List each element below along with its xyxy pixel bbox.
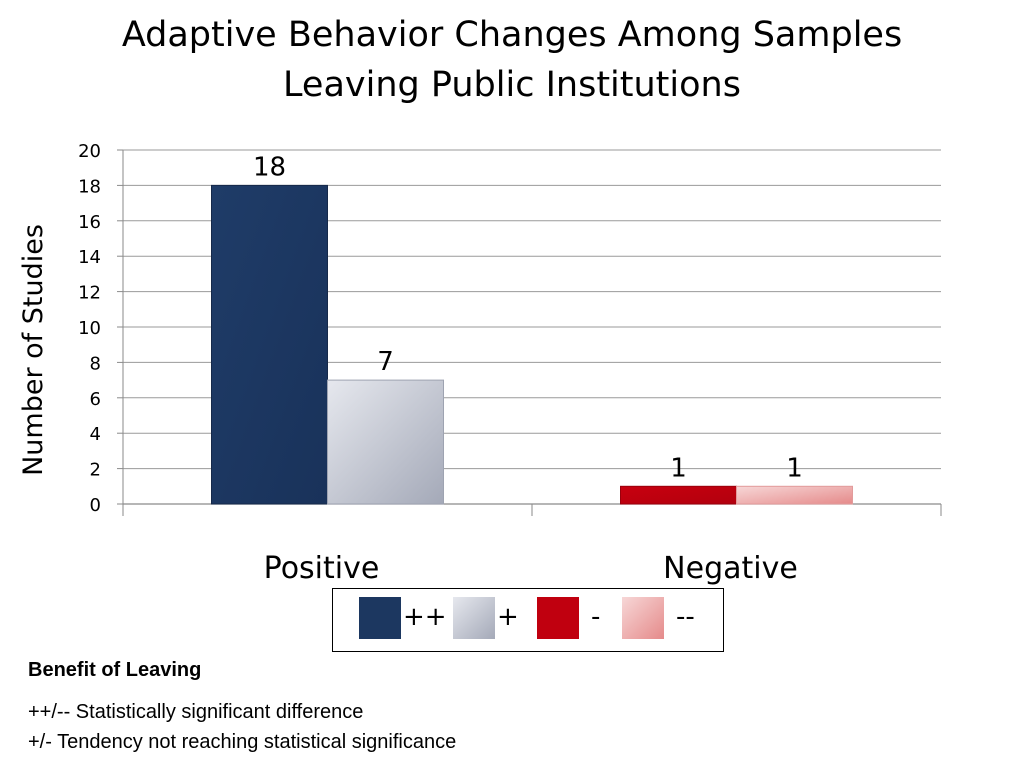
y-tick-label: 2 (90, 460, 101, 481)
legend-label-minusminus: -- (676, 602, 695, 632)
chart-title-line-1: Adaptive Behavior Changes Among Samples (121, 15, 903, 55)
x-category-label: Positive (264, 551, 380, 586)
y-tick-label: 20 (78, 141, 101, 162)
data-label: 18 (253, 152, 286, 182)
labels: 0 2 4 6 8 10 12 14 16 18 20 Positive Negative 18 7 1 1 Nu… (18, 141, 803, 586)
bar-plusplus (211, 184, 328, 505)
legend-swatch-plusplus (359, 597, 401, 639)
y-tick-label: 4 (90, 424, 101, 445)
bar-minusminus (736, 485, 853, 505)
legend: ++ + - -- (332, 588, 724, 652)
legend-swatch-plus (453, 597, 495, 639)
x-category-label: Negative (663, 551, 798, 586)
legend-label-plus: + (497, 602, 519, 632)
y-tick-label: 10 (78, 318, 101, 339)
y-axis-title: Number of Studies (18, 224, 49, 476)
notes: Benefit of Leaving ++/-- Statistically s… (28, 657, 456, 757)
notes-line-2: +/- Tendency not reaching statistical si… (28, 731, 457, 753)
data-label: 1 (786, 453, 803, 483)
bars (211, 184, 853, 505)
legend-label-plusplus: ++ (403, 602, 447, 632)
chart-title: Adaptive Behavior Changes Among Samples … (60, 10, 964, 110)
y-tick-label: 6 (90, 389, 101, 410)
y-tick-label: 14 (78, 247, 101, 268)
legend-label-minus: - (591, 602, 601, 632)
bar-minus (620, 485, 737, 505)
legend-swatch-minusminus (622, 597, 664, 639)
y-tick-label: 8 (90, 353, 101, 374)
y-tick-label: 18 (78, 176, 101, 197)
data-label: 7 (377, 347, 394, 377)
bar-plus (327, 379, 444, 505)
notes-line-1: ++/-- Statistically significant differen… (28, 701, 364, 723)
notes-heading: Benefit of Leaving (28, 659, 202, 681)
y-tick-label: 12 (78, 283, 101, 304)
y-tick-label: 16 (78, 212, 101, 233)
legend-swatch-minus (537, 597, 579, 639)
y-tick-label: 0 (90, 495, 101, 516)
data-label: 1 (670, 453, 687, 483)
chart-title-line-2: Leaving Public Institutions (283, 65, 741, 105)
